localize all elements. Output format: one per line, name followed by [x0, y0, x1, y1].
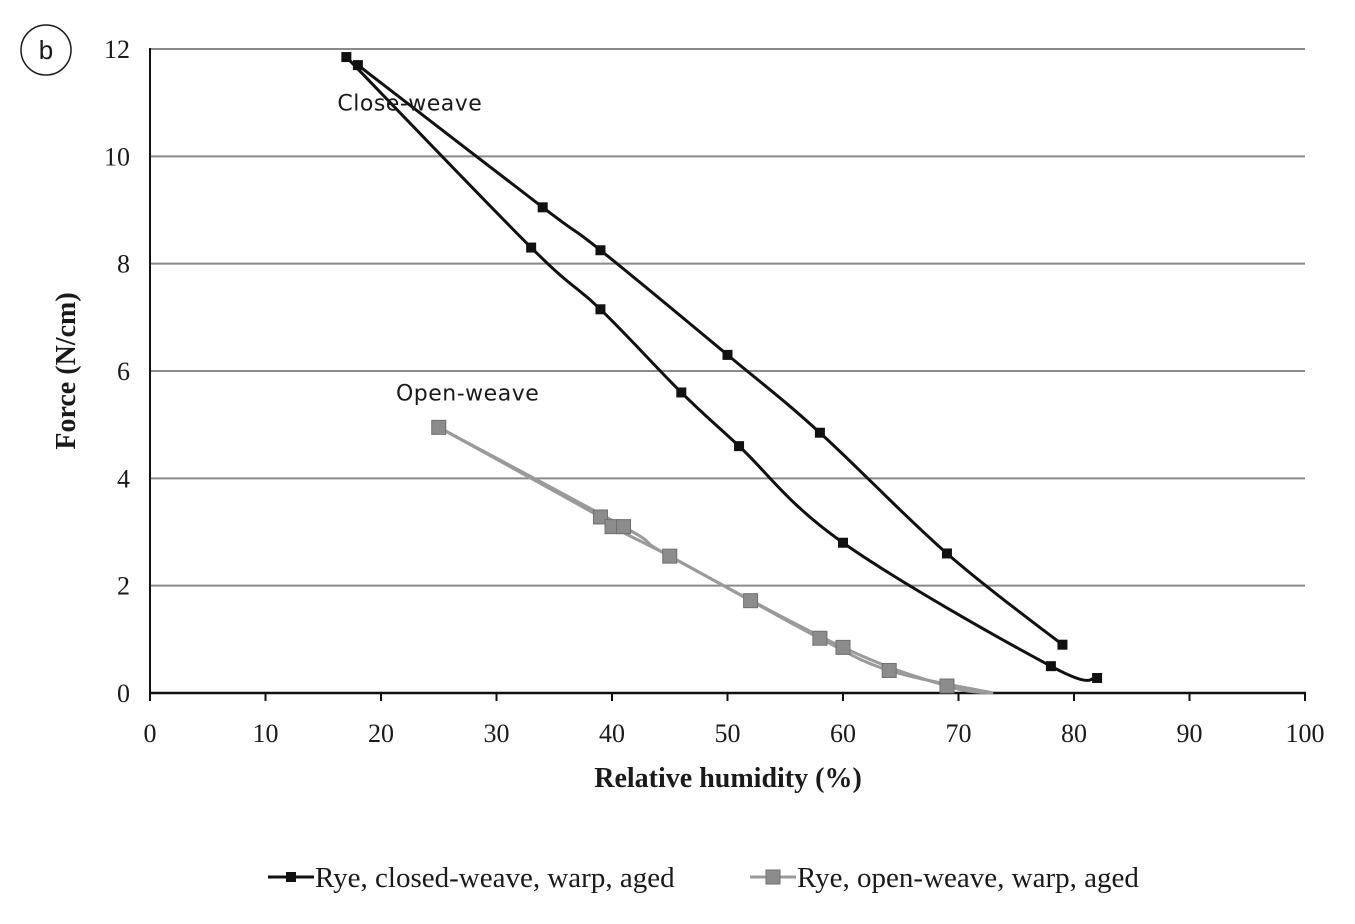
- series-2-marker: [881, 662, 897, 678]
- series-2-marker: [616, 519, 632, 535]
- y-tick-label: 8: [117, 250, 130, 279]
- x-tick-label: 40: [599, 719, 625, 748]
- series-2-marker: [812, 630, 828, 646]
- series-2-marker: [939, 678, 955, 694]
- x-axis-title: Relative humidity (%): [594, 763, 862, 794]
- series-2-line-1: [438, 426, 994, 695]
- y-tick-label: 10: [104, 142, 130, 171]
- series-1-marker: [838, 537, 848, 548]
- series-1-marker: [526, 242, 537, 253]
- series-1-marker: [341, 52, 352, 63]
- legend-label-2: Rye, open-weave, warp, aged: [797, 862, 1139, 894]
- series-2-marker: [743, 593, 759, 609]
- series-2: [431, 419, 994, 695]
- series-2-line-2: [438, 426, 994, 695]
- series: [341, 52, 1103, 695]
- series-1-marker: [722, 349, 733, 360]
- series-2-marker: [662, 548, 678, 564]
- legend-marker-2: [765, 869, 781, 885]
- series-1-marker: [941, 548, 952, 559]
- annotation-1: Close-weave: [337, 92, 482, 117]
- y-tick-label: 4: [117, 464, 130, 493]
- series-1-marker: [595, 304, 606, 315]
- series-1-marker: [814, 427, 825, 438]
- series-1-marker: [1092, 672, 1103, 683]
- series-1-marker: [595, 245, 606, 256]
- x-tick-label: 50: [715, 719, 741, 748]
- x-tick-label: 90: [1177, 719, 1203, 748]
- series-2-marker: [835, 639, 851, 655]
- series-1-line-1: [356, 63, 1064, 646]
- x-tick-label: 0: [144, 719, 157, 748]
- x-tick-label: 100: [1286, 719, 1325, 748]
- panel-letter: b: [39, 35, 53, 65]
- x-tick-label: 30: [484, 719, 510, 748]
- annotation-2: Open-weave: [396, 381, 539, 406]
- legend-label-1: Rye, closed-weave, warp, aged: [315, 862, 675, 894]
- legend-marker-1: [286, 872, 296, 882]
- series-1-marker: [1057, 639, 1068, 650]
- series-1-marker: [1045, 661, 1056, 672]
- x-tick-label: 20: [368, 719, 394, 748]
- series-1-line-2: [345, 56, 1098, 682]
- series-2-marker: [431, 419, 447, 435]
- x-tick-label: 60: [830, 719, 856, 748]
- y-tick-label: 6: [117, 357, 130, 386]
- y-tick-label: 2: [117, 572, 130, 601]
- y-tick-label: 0: [117, 679, 130, 708]
- legend: Rye, closed-weave, warp, aged Rye, open-w…: [268, 862, 1139, 894]
- x-tick-label: 70: [946, 719, 972, 748]
- x-tick-label: 80: [1061, 719, 1087, 748]
- series-1-marker: [734, 441, 745, 452]
- axes: 0 2 4 6 8 10 12 0 10 20 30 40 50 60 70 80 90 100: [104, 35, 1325, 748]
- series-1-marker: [352, 60, 363, 71]
- panel-badge-circle: [20, 24, 72, 76]
- x-tick-label: 10: [253, 719, 279, 748]
- y-tick-label: 12: [104, 35, 130, 64]
- panel-badge: b: [20, 24, 72, 76]
- gridlines: [150, 48, 1305, 587]
- series-1: [341, 52, 1103, 683]
- series-1-marker: [537, 202, 548, 213]
- y-axis-title: Force (N/cm): [51, 292, 82, 449]
- annotations: Close-weave Open-weave: [337, 92, 539, 407]
- series-1-marker: [676, 387, 687, 398]
- series-2-marker: [592, 509, 608, 525]
